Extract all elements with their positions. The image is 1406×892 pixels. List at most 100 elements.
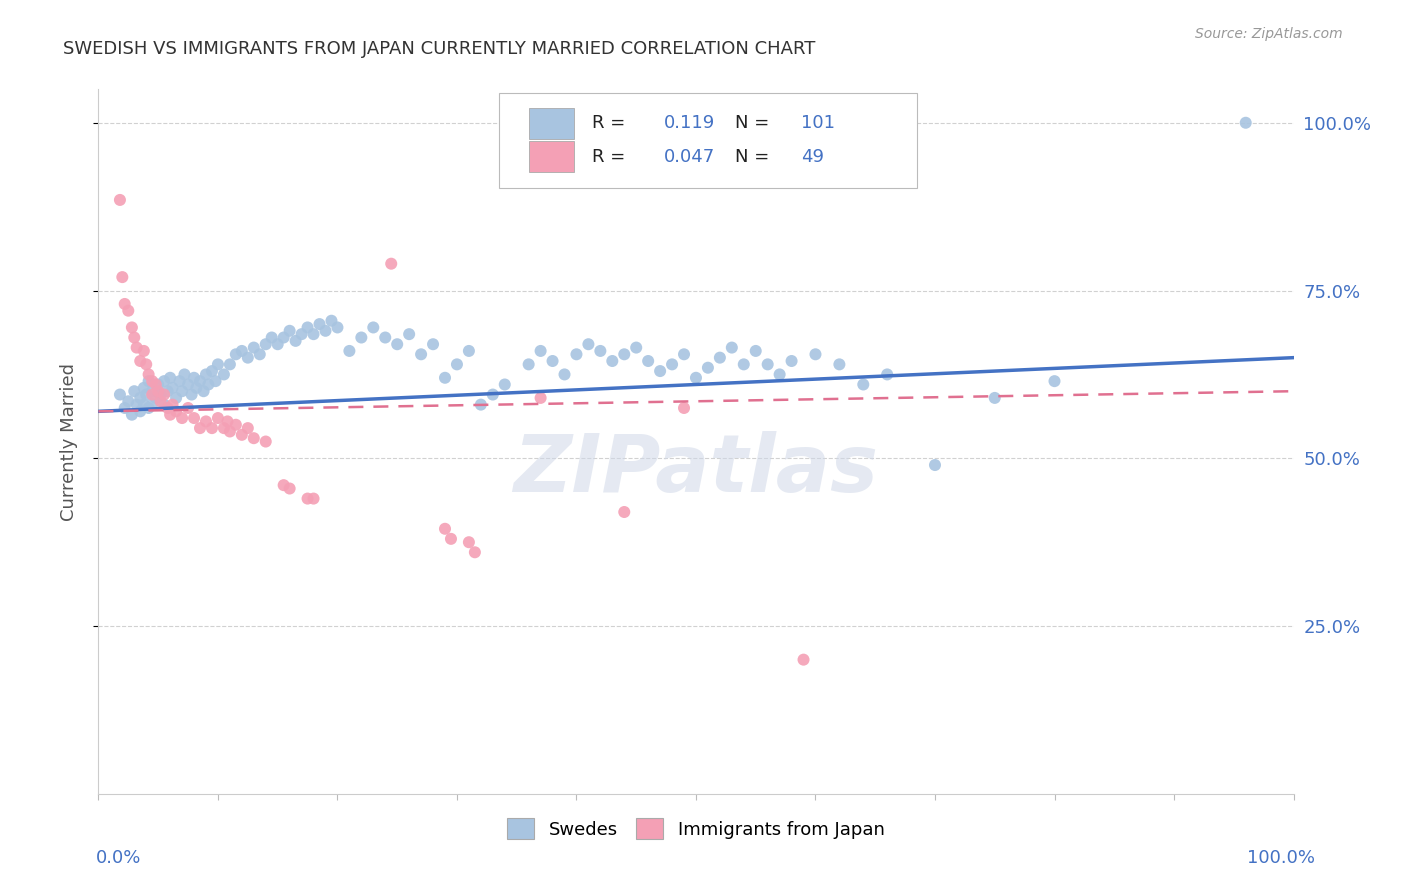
- Point: [804, 347, 827, 361]
- Point: [193, 384, 215, 399]
- Point: [231, 427, 253, 442]
- Point: [129, 391, 152, 405]
- Point: [709, 351, 731, 365]
- Point: [1043, 374, 1066, 388]
- Point: [201, 364, 224, 378]
- Point: [249, 347, 271, 361]
- Point: [828, 357, 851, 371]
- Point: [135, 357, 157, 371]
- Point: [173, 368, 195, 382]
- Point: [153, 374, 176, 388]
- Point: [422, 337, 444, 351]
- Point: [212, 368, 235, 382]
- Point: [297, 491, 319, 506]
- Point: [145, 377, 167, 392]
- Text: Source: ZipAtlas.com: Source: ZipAtlas.com: [1195, 27, 1343, 41]
- Text: 100.0%: 100.0%: [1247, 849, 1315, 867]
- Point: [984, 391, 1007, 405]
- Text: 49: 49: [801, 148, 824, 166]
- Point: [219, 357, 242, 371]
- Point: [685, 371, 707, 385]
- Point: [217, 414, 239, 428]
- Point: [219, 425, 242, 439]
- Text: N =: N =: [735, 114, 775, 132]
- Point: [363, 320, 385, 334]
- Point: [637, 354, 659, 368]
- Point: [793, 653, 815, 667]
- Point: [385, 337, 409, 351]
- Point: [162, 398, 184, 412]
- Point: [267, 337, 290, 351]
- Point: [172, 384, 194, 399]
- Legend: Swedes, Immigrants from Japan: Swedes, Immigrants from Japan: [498, 809, 894, 848]
- Point: [768, 368, 790, 382]
- Point: [159, 408, 181, 422]
- Point: [225, 347, 247, 361]
- Point: [231, 343, 253, 358]
- Point: [138, 401, 160, 415]
- Point: [121, 408, 143, 422]
- Point: [172, 411, 194, 425]
- Point: [315, 324, 337, 338]
- Point: [284, 334, 307, 348]
- Point: [153, 398, 176, 412]
- Point: [125, 341, 148, 355]
- Point: [648, 364, 672, 378]
- Point: [236, 351, 259, 365]
- Point: [481, 387, 505, 401]
- Point: [291, 327, 314, 342]
- Point: [374, 330, 396, 344]
- Point: [380, 257, 402, 271]
- Point: [149, 387, 172, 401]
- Point: [350, 330, 373, 344]
- Point: [159, 371, 181, 385]
- Point: [138, 374, 160, 388]
- Point: [149, 394, 172, 409]
- Point: [135, 387, 157, 401]
- FancyBboxPatch shape: [499, 93, 917, 188]
- Point: [207, 357, 229, 371]
- Point: [411, 347, 433, 361]
- Text: SWEDISH VS IMMIGRANTS FROM JAPAN CURRENTLY MARRIED CORRELATION CHART: SWEDISH VS IMMIGRANTS FROM JAPAN CURRENT…: [63, 40, 815, 58]
- Point: [121, 320, 143, 334]
- Point: [273, 478, 295, 492]
- Point: [470, 398, 492, 412]
- Text: ZIPatlas: ZIPatlas: [513, 431, 879, 508]
- Point: [541, 354, 564, 368]
- Point: [589, 343, 612, 358]
- Point: [188, 421, 211, 435]
- Point: [111, 270, 134, 285]
- Point: [243, 341, 266, 355]
- Point: [165, 391, 187, 405]
- Point: [278, 482, 301, 496]
- Text: R =: R =: [592, 114, 631, 132]
- Point: [673, 401, 696, 415]
- Point: [1234, 116, 1257, 130]
- Point: [145, 391, 167, 405]
- Point: [517, 357, 540, 371]
- Point: [141, 387, 163, 401]
- Point: [260, 330, 283, 344]
- Text: R =: R =: [592, 148, 631, 166]
- Point: [297, 320, 319, 334]
- Point: [195, 414, 218, 428]
- Point: [458, 343, 481, 358]
- FancyBboxPatch shape: [529, 141, 574, 172]
- Point: [186, 381, 208, 395]
- Point: [530, 343, 553, 358]
- Point: [183, 411, 205, 425]
- Point: [188, 374, 211, 388]
- Point: [876, 368, 898, 382]
- Point: [129, 404, 152, 418]
- Text: 101: 101: [801, 114, 835, 132]
- Point: [273, 330, 295, 344]
- Point: [464, 545, 486, 559]
- Point: [339, 343, 361, 358]
- Point: [141, 384, 163, 399]
- Point: [195, 368, 218, 382]
- Point: [326, 320, 349, 334]
- Text: N =: N =: [735, 148, 775, 166]
- Point: [780, 354, 803, 368]
- Point: [236, 421, 259, 435]
- Point: [530, 391, 553, 405]
